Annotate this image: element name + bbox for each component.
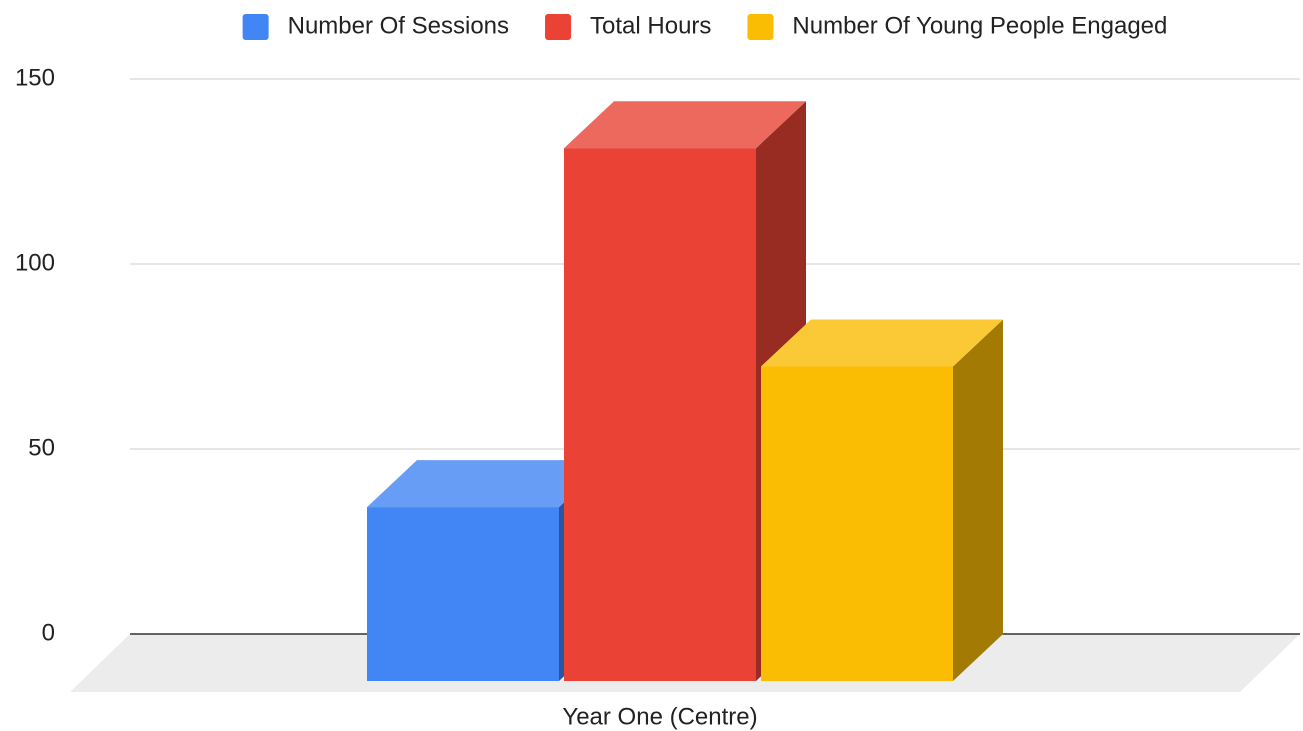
y-tick-label: 50 xyxy=(28,434,55,461)
legend-swatch xyxy=(242,14,269,40)
y-tick-label: 100 xyxy=(15,249,55,276)
legend-swatch xyxy=(545,14,572,40)
legend-swatch xyxy=(747,14,774,40)
bar xyxy=(761,366,953,681)
bar-top xyxy=(761,319,1003,367)
x-tick-label: Year One (Centre) xyxy=(562,703,757,730)
bar xyxy=(564,148,756,681)
bar-side xyxy=(953,319,1003,681)
legend-label: Total Hours xyxy=(590,12,711,39)
y-tick-label: 150 xyxy=(15,64,55,91)
legend-label: Number Of Young People Engaged xyxy=(792,12,1167,39)
y-tick-label: 0 xyxy=(42,619,55,646)
bar-top xyxy=(564,101,806,149)
bar xyxy=(367,507,559,681)
legend-label: Number Of Sessions xyxy=(288,12,509,39)
bar-top xyxy=(367,460,609,508)
